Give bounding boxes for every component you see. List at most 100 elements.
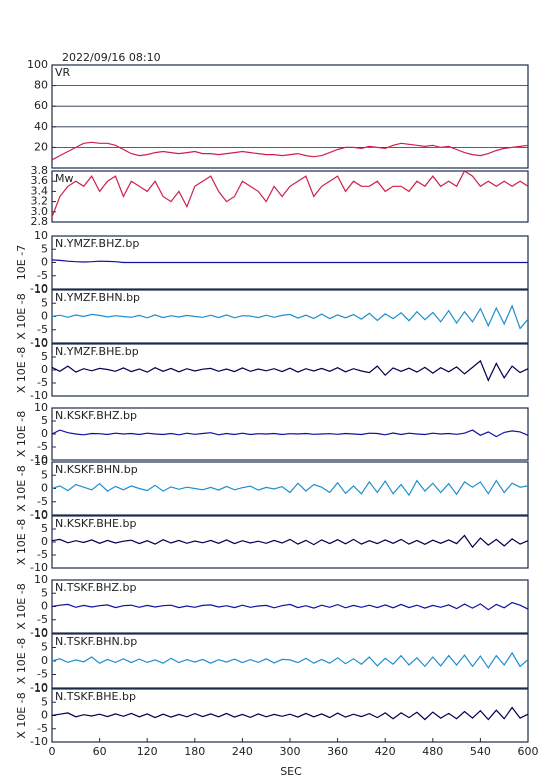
x-axis-label: SEC xyxy=(280,765,302,778)
y-tick-label: 0 xyxy=(41,310,48,323)
x-tick-label: 360 xyxy=(327,745,348,758)
y-tick-label: 10 xyxy=(34,455,48,468)
trace xyxy=(51,706,529,721)
y-tick-label: 0 xyxy=(41,427,48,440)
y-axis-label: X 10E -8 xyxy=(15,411,28,457)
x-tick-label: 240 xyxy=(232,745,253,758)
y-tick-label: 5 xyxy=(41,586,48,599)
panel-label: N.YMZF.BHN.bp xyxy=(55,291,140,304)
y-axis-label: X 10E -8 xyxy=(15,519,28,565)
panel-label: N.TSKF.BHZ.bp xyxy=(55,581,137,594)
x-tick-label: 300 xyxy=(280,745,301,758)
panel-label: Mw xyxy=(55,172,74,185)
y-axis-label: X 10E -8 xyxy=(15,293,28,339)
y-tick-label: 5 xyxy=(41,350,48,363)
y-tick-label: -5 xyxy=(37,269,48,282)
x-tick-label: 540 xyxy=(470,745,491,758)
y-tick-label: 80 xyxy=(34,79,48,92)
y-tick-label: 0 xyxy=(41,482,48,495)
y-tick-label: 10 xyxy=(34,337,48,350)
y-tick-label: -10 xyxy=(30,336,48,349)
y-tick-label: 20 xyxy=(34,140,48,153)
y-tick-label: 0 xyxy=(41,535,48,548)
y-tick-label: 10 xyxy=(34,509,48,522)
panel-label: N.KSKF.BHE.bp xyxy=(55,517,136,530)
y-tick-label: 10 xyxy=(34,573,48,586)
panel-label: N.TSKF.BHE.bp xyxy=(55,690,136,703)
y-axis-label: X 10E -8 xyxy=(15,583,28,629)
y-tick-label: 3.0 xyxy=(31,205,49,218)
y-axis-label: X 10E -8 xyxy=(15,347,28,393)
trace xyxy=(51,429,529,438)
y-axis-label: 10E -7 xyxy=(15,245,28,280)
y-tick-label: -10 xyxy=(30,735,48,748)
y-tick-label: 0 xyxy=(41,709,48,722)
trace xyxy=(51,141,529,161)
x-tick-label: 420 xyxy=(375,745,396,758)
y-tick-label: -10 xyxy=(30,626,48,639)
y-tick-label: 60 xyxy=(34,99,48,112)
y-tick-label: -5 xyxy=(37,722,48,735)
y-tick-label: 5 xyxy=(41,414,48,427)
y-tick-label: -10 xyxy=(30,508,48,521)
panel-label: N.KSKF.BHZ.bp xyxy=(55,409,137,422)
panel-label: N.KSKF.BHN.bp xyxy=(55,463,138,476)
y-tick-label: 40 xyxy=(34,120,48,133)
y-tick-label: 0 xyxy=(41,654,48,667)
y-tick-label: 10 xyxy=(34,627,48,640)
y-tick-label: -5 xyxy=(37,495,48,508)
y-tick-label: 2.8 xyxy=(31,215,49,228)
panel-label: N.YMZF.BHZ.bp xyxy=(55,237,139,250)
y-tick-label: -10 xyxy=(30,282,48,295)
trace xyxy=(51,259,528,264)
y-tick-label: 0 xyxy=(41,363,48,376)
y-tick-label: 3.6 xyxy=(31,174,49,187)
panel-frame xyxy=(51,64,529,169)
y-tick-label: 5 xyxy=(41,242,48,255)
y-tick-label: -10 xyxy=(30,681,48,694)
y-tick-label: 10 xyxy=(34,682,48,695)
x-tick-label: 180 xyxy=(184,745,205,758)
panel-frame xyxy=(51,343,529,397)
trace xyxy=(51,359,529,382)
y-tick-label: -5 xyxy=(37,613,48,626)
y-axis-label: X 10E -8 xyxy=(15,465,28,511)
y-tick-label: -10 xyxy=(30,389,48,402)
y-tick-label: 5 xyxy=(41,522,48,535)
panel-label: N.YMZF.BHE.bp xyxy=(55,345,139,358)
y-tick-label: -5 xyxy=(37,323,48,336)
panel-label: N.TSKF.BHN.bp xyxy=(55,635,137,648)
y-tick-label: -5 xyxy=(37,376,48,389)
x-tick-label: 0 xyxy=(49,745,56,758)
y-tick-label: -5 xyxy=(37,668,48,681)
y-tick-label: -5 xyxy=(37,440,48,453)
panel-frame xyxy=(51,170,529,223)
trace xyxy=(51,601,529,611)
y-tick-label: -10 xyxy=(30,561,48,574)
x-tick-label: 480 xyxy=(422,745,443,758)
trace xyxy=(51,534,529,549)
y-tick-label: 5 xyxy=(41,641,48,654)
y-tick-label: 100 xyxy=(27,58,48,71)
y-tick-label: 3.4 xyxy=(31,184,49,197)
y-tick-label: 3.2 xyxy=(31,195,49,208)
y-tick-label: 10 xyxy=(34,229,48,242)
y-tick-label: -10 xyxy=(30,453,48,466)
y-tick-label: 5 xyxy=(41,296,48,309)
y-tick-label: 5 xyxy=(41,468,48,481)
y-tick-label: 10 xyxy=(34,401,48,414)
y-axis-label: X 10E -8 xyxy=(15,638,28,684)
x-tick-label: 120 xyxy=(137,745,158,758)
y-tick-label: 0 xyxy=(41,600,48,613)
panel-label: VR xyxy=(55,66,71,79)
y-axis-label: X 10E -8 xyxy=(15,692,28,738)
y-tick-label: 10 xyxy=(34,283,48,296)
y-tick-label: 0 xyxy=(41,256,48,269)
y-tick-label: 3.8 xyxy=(31,164,49,177)
chart-title: 2022/09/16 08:10 xyxy=(62,51,161,64)
panel-frame xyxy=(51,515,529,569)
y-tick-label: 5 xyxy=(41,695,48,708)
x-tick-label: 600 xyxy=(518,745,539,758)
y-tick-label: -5 xyxy=(37,548,48,561)
